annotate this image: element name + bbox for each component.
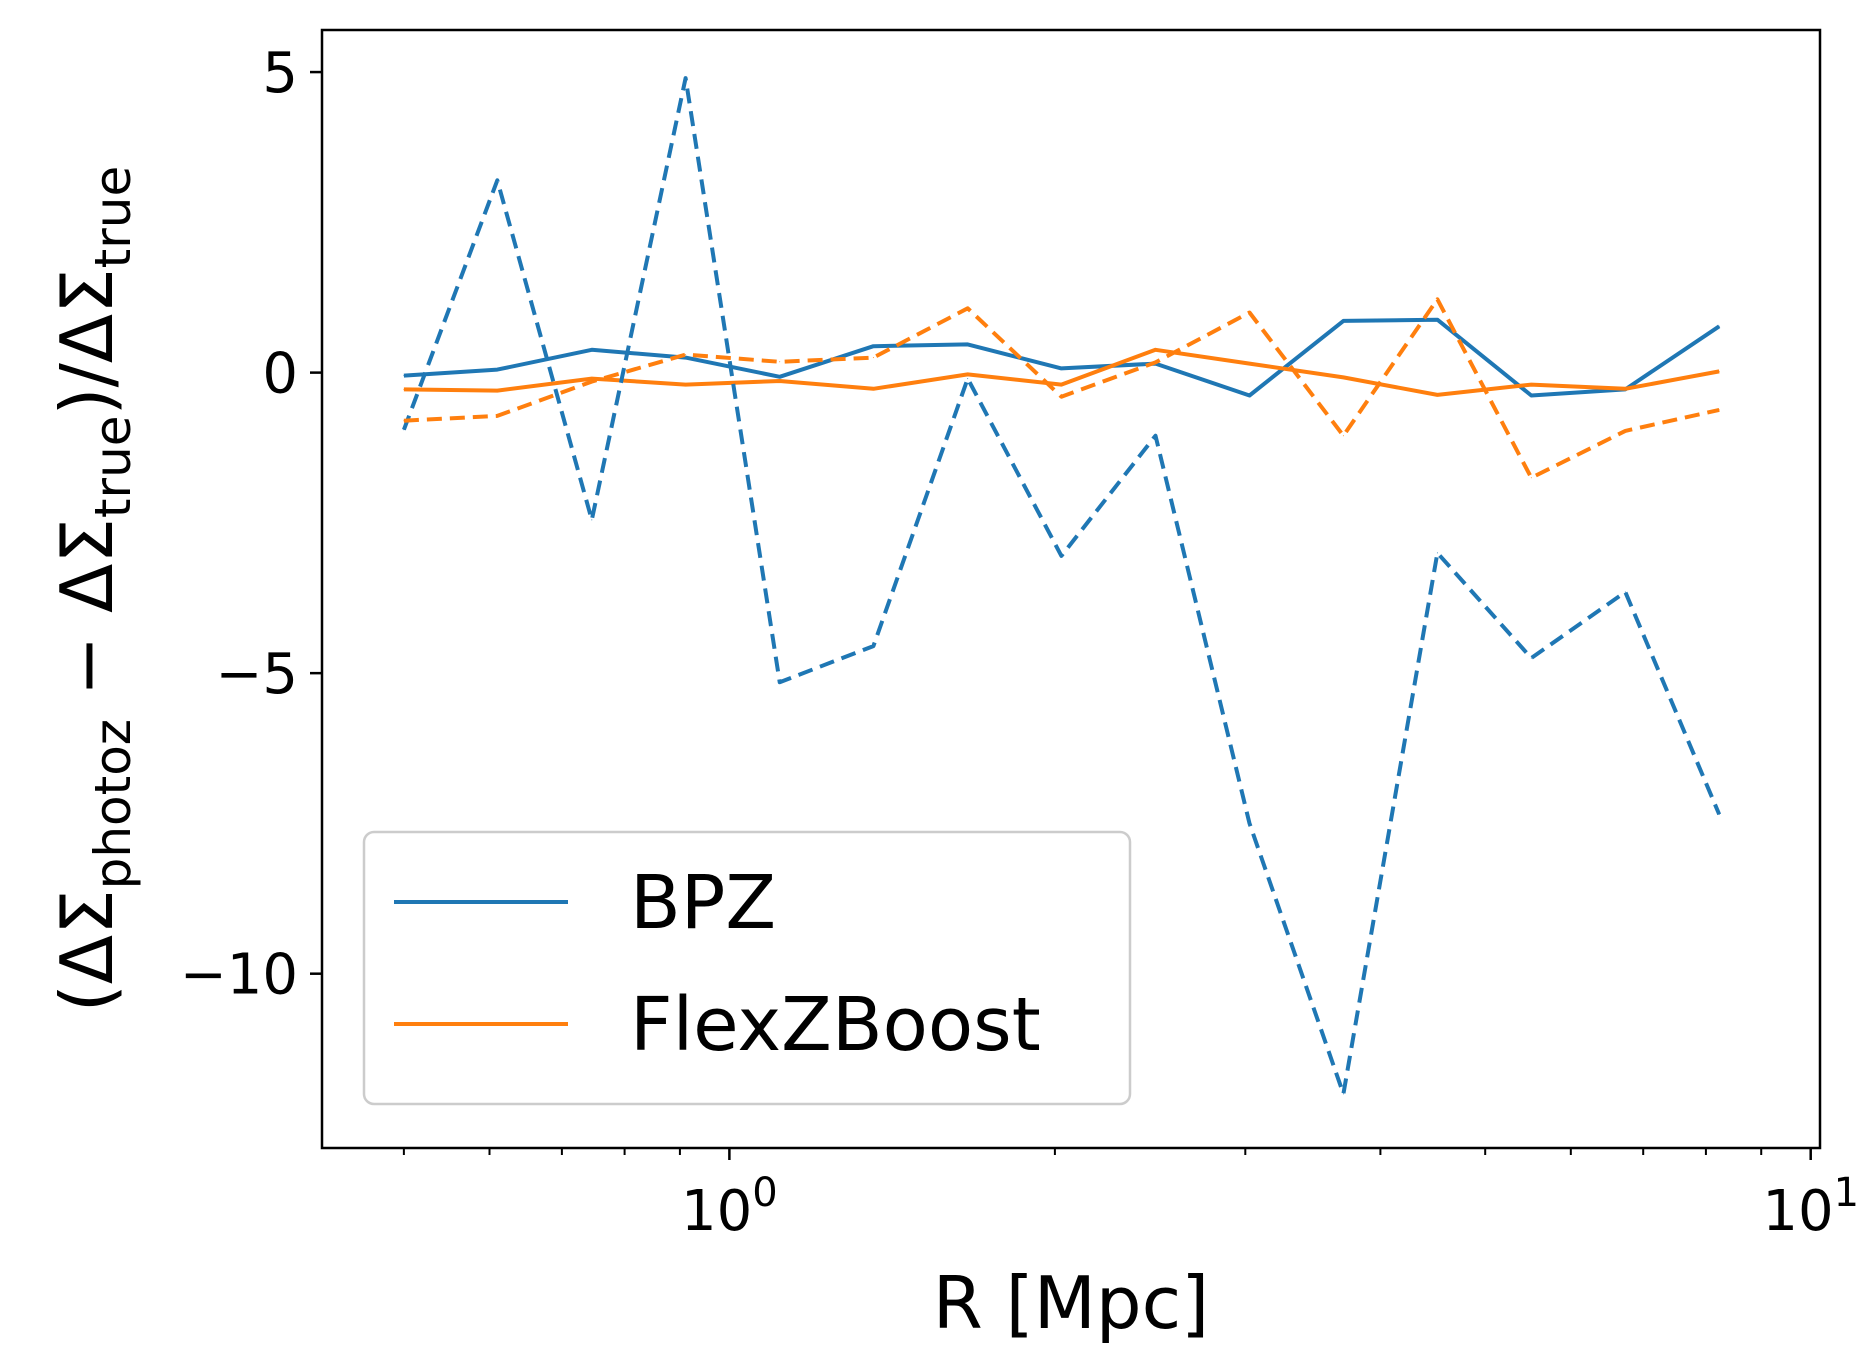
data-point-bpz-solid-0-1 — [496, 369, 498, 371]
data-point-unnamed-dashed-2-10 — [1342, 1093, 1344, 1095]
data-point-bpz-solid-0-7 — [1060, 367, 1062, 369]
data-point-unnamed-dashed-2-9 — [1249, 822, 1250, 824]
data-point-flexzboost-solid-1-6 — [967, 373, 969, 375]
y-tick-label-3: −10 — [180, 943, 298, 1008]
data-point-flexzboost-solid-1-10 — [1342, 376, 1344, 378]
data-point-unnamed-dashed-3-13 — [1624, 430, 1626, 432]
data-point-unnamed-dashed-3-1 — [496, 415, 498, 417]
y-label-minus: − ΔΣ — [45, 518, 129, 719]
y-label-sub-true-1: true — [84, 415, 142, 518]
data-point-unnamed-dashed-3-6 — [967, 307, 969, 309]
data-point-bpz-solid-0-14 — [1718, 325, 1720, 327]
data-point-flexzboost-solid-1-3 — [685, 384, 687, 386]
data-point-unnamed-dashed-2-14 — [1718, 813, 1720, 815]
data-point-flexzboost-solid-1-12 — [1530, 384, 1532, 386]
data-point-bpz-solid-0-4 — [779, 376, 781, 378]
data-point-unnamed-dashed-2-11 — [1436, 552, 1438, 554]
data-point-unnamed-dashed-3-4 — [779, 361, 781, 363]
y-label-open: (ΔΣ — [45, 889, 129, 1012]
y-tick-label-0: 5 — [262, 41, 298, 106]
data-point-flexzboost-solid-1-5 — [872, 388, 874, 390]
data-point-bpz-solid-0-9 — [1249, 395, 1250, 396]
data-point-unnamed-dashed-3-11 — [1436, 298, 1438, 300]
data-point-unnamed-dashed-3-3 — [685, 354, 687, 356]
data-point-unnamed-dashed-2-4 — [779, 681, 781, 683]
data-point-bpz-solid-0-0 — [403, 375, 405, 377]
data-point-flexzboost-solid-1-2 — [591, 378, 593, 380]
x-ticks: 100 101 — [402, 1148, 1859, 1244]
data-point-unnamed-dashed-3-2 — [591, 381, 593, 383]
y-label-sub-photoz: photoz — [84, 719, 142, 889]
data-point-unnamed-dashed-2-13 — [1624, 591, 1626, 593]
data-point-flexzboost-solid-1-14 — [1718, 370, 1720, 372]
data-point-bpz-solid-0-5 — [872, 345, 874, 347]
data-point-unnamed-dashed-3-10 — [1342, 435, 1344, 437]
data-point-unnamed-dashed-2-7 — [1060, 555, 1062, 557]
y-label-sub-true-2: true — [84, 166, 142, 269]
y-tick-label-1: 0 — [262, 342, 298, 407]
data-point-bpz-solid-0-10 — [1342, 320, 1344, 322]
data-point-flexzboost-solid-1-13 — [1624, 388, 1626, 390]
data-point-unnamed-dashed-2-6 — [967, 378, 969, 380]
data-point-unnamed-dashed-3-12 — [1530, 477, 1532, 479]
legend-label-bpz: BPZ — [630, 860, 776, 946]
x-tick-label-1: 101 — [1762, 1170, 1859, 1244]
plot-frame — [320, 28, 1822, 1150]
data-point-unnamed-dashed-3-8 — [1155, 361, 1156, 363]
data-point-unnamed-dashed-2-12 — [1530, 657, 1532, 659]
data-point-unnamed-dashed-3-0 — [403, 420, 405, 422]
data-point-flexzboost-solid-1-11 — [1436, 394, 1438, 396]
data-point-unnamed-dashed-2-5 — [872, 645, 874, 647]
y-tick-label-2: −5 — [215, 642, 298, 707]
data-point-bpz-solid-0-3 — [685, 357, 687, 359]
data-point-unnamed-dashed-2-0 — [403, 429, 405, 431]
data-point-bpz-solid-0-11 — [1436, 319, 1438, 321]
data-point-bpz-solid-0-2 — [591, 349, 593, 351]
data-point-flexzboost-solid-1-0 — [403, 388, 405, 390]
data-point-unnamed-dashed-3-7 — [1060, 396, 1062, 398]
y-ticks: 5 0 −5 −10 — [180, 41, 322, 1008]
data-point-flexzboost-solid-1-1 — [496, 390, 498, 392]
data-point-unnamed-dashed-2-2 — [591, 519, 593, 521]
y-label-mid: )/ΔΣ — [45, 268, 129, 415]
data-point-bpz-solid-0-12 — [1530, 395, 1532, 396]
data-point-unnamed-dashed-2-8 — [1155, 435, 1156, 437]
lines-layer — [402, 76, 1722, 1096]
data-point-flexzboost-solid-1-8 — [1155, 349, 1156, 351]
data-point-flexzboost-solid-1-9 — [1249, 363, 1250, 365]
y-axis-label: (ΔΣphotoz − ΔΣtrue)/ΔΣtrue — [45, 166, 142, 1013]
data-point-unnamed-dashed-2-3 — [685, 77, 687, 79]
data-point-unnamed-dashed-3-14 — [1718, 409, 1720, 411]
data-point-unnamed-dashed-2-1 — [496, 179, 498, 181]
data-point-flexzboost-solid-1-7 — [1060, 384, 1062, 386]
legend: BPZ FlexZBoost — [362, 830, 1132, 1106]
data-point-bpz-solid-0-6 — [967, 343, 969, 345]
legend-label-flexzboost: FlexZBoost — [630, 982, 1041, 1068]
data-point-unnamed-dashed-3-5 — [872, 357, 874, 359]
x-tick-label-0: 100 — [681, 1170, 778, 1244]
x-axis-label: R [Mpc] — [933, 1261, 1210, 1345]
data-point-unnamed-dashed-3-9 — [1249, 312, 1250, 313]
data-point-flexzboost-solid-1-4 — [779, 380, 781, 382]
